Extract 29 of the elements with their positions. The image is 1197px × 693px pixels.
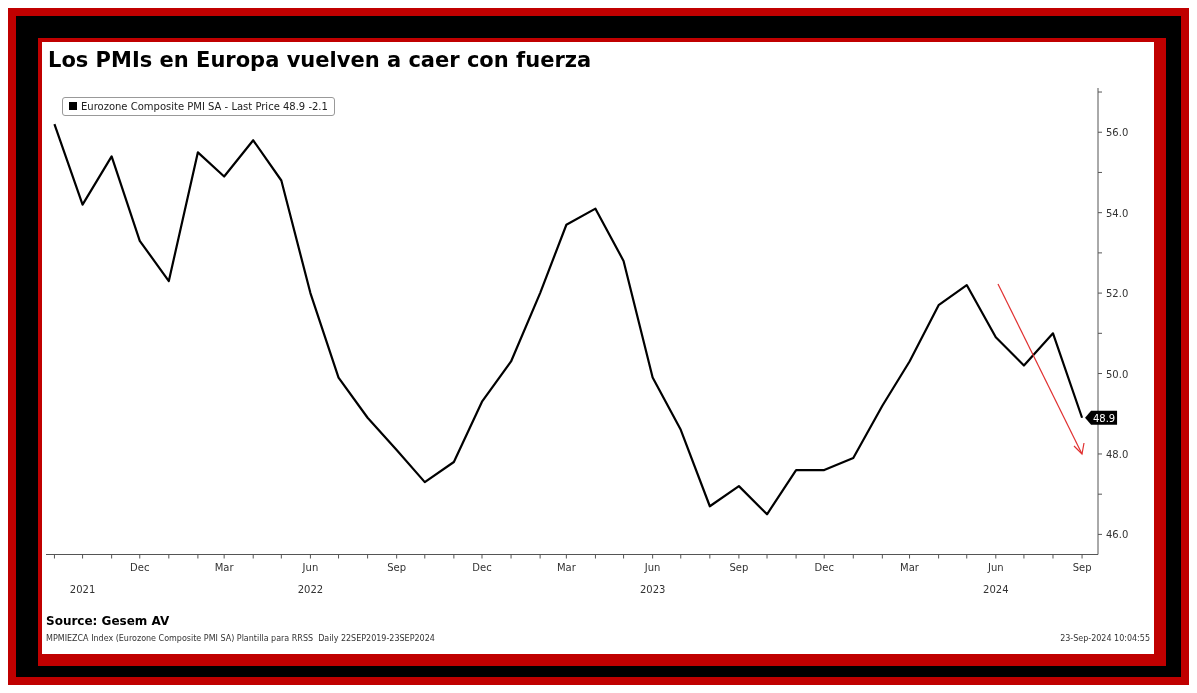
y-tick-label: 54.0: [1106, 207, 1129, 219]
y-tick-label: 50.0: [1106, 368, 1129, 380]
x2-tick-label: 2021: [69, 583, 96, 595]
text: 23-Sep-2024 10:04:55: [1060, 634, 1150, 643]
x-tick-label: Mar: [214, 561, 235, 573]
x-tick-label: Sep: [387, 561, 407, 573]
x-tick-label: Sep: [1072, 561, 1092, 573]
text: MPMIEZCA Index (Eurozone Composite PMI SA) Plantilla para RRSS Daily 22SEP2019-23SEP2024: [46, 634, 435, 643]
x2-tick-label: 2022: [297, 583, 324, 595]
x-tick-label: Sep: [729, 561, 749, 573]
chart-title: Los PMIs en Europa vuelven a caer con fuerza: [48, 48, 592, 72]
x-tick-label: Jun: [643, 561, 661, 573]
x-tick-label: Jun: [986, 561, 1004, 573]
legend-label: Eurozone Composite PMI SA - Last Price 48.9 -2.1: [80, 100, 328, 112]
data-label: 48.9: [1092, 412, 1116, 424]
x-tick-label: Mar: [556, 561, 577, 573]
line-series: [53, 123, 1084, 516]
x-tick-label: Dec: [472, 561, 492, 573]
x2-tick-label: 2023: [639, 583, 666, 595]
x-tick-label: Mar: [900, 561, 920, 573]
y-tick-label: 48.0: [1106, 448, 1129, 460]
y-tick-label: 52.0: [1106, 288, 1129, 300]
y-tick-label: 46.0: [1106, 529, 1129, 541]
x2-tick-label: 2024: [983, 583, 1009, 595]
x-tick-label: Dec: [130, 561, 150, 573]
source-note: Source: Gesem AV: [46, 614, 170, 628]
x-tick-label: Dec: [814, 561, 834, 573]
y-tick-label: 56.0: [1106, 127, 1129, 139]
x-tick-label: Jun: [301, 561, 319, 573]
